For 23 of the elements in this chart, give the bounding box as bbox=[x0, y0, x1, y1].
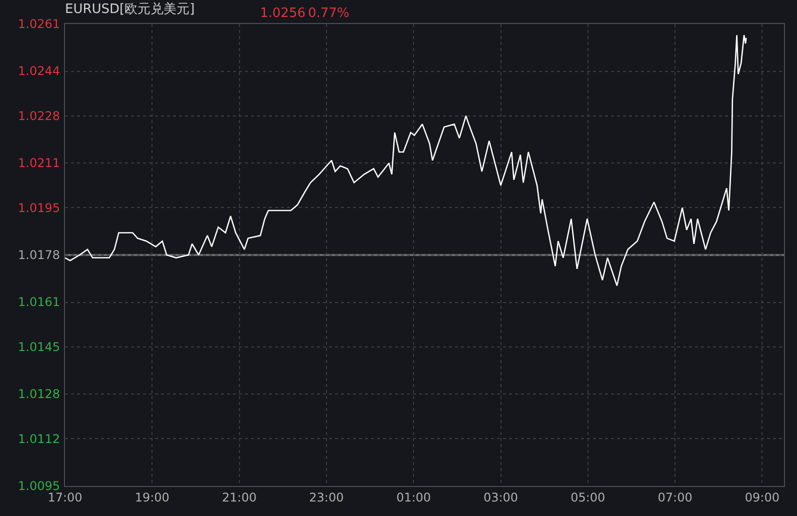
y-tick-label: 1.0161 bbox=[18, 295, 60, 309]
x-tick-label: 03:00 bbox=[483, 490, 518, 504]
y-tick-label: 1.0195 bbox=[18, 201, 60, 215]
y-tick-label: 1.0145 bbox=[18, 340, 60, 354]
y-tick-label: 1.0228 bbox=[18, 109, 60, 123]
y-tick-label: 1.0095 bbox=[18, 479, 60, 493]
text: 0.77% bbox=[308, 6, 350, 21]
y-tick-label: 1.0112 bbox=[18, 432, 60, 446]
x-tick-label: 17:00 bbox=[48, 490, 82, 504]
y-tick-label: 1.0178 bbox=[18, 248, 60, 262]
y-tick-label: 1.0261 bbox=[18, 17, 60, 31]
y-tick-label: 1.0211 bbox=[18, 156, 60, 170]
x-tick-label: 05:00 bbox=[570, 490, 606, 504]
y-tick-label: 1.0244 bbox=[18, 64, 60, 78]
text: 1.0256 bbox=[260, 6, 306, 21]
x-tick-label: 01:00 bbox=[396, 490, 431, 504]
y-tick-label: 1.0128 bbox=[18, 387, 60, 401]
x-tick-label: 07:00 bbox=[658, 490, 692, 504]
x-tick-label: 19:00 bbox=[134, 490, 170, 504]
x-tick-label: 21:00 bbox=[222, 490, 257, 504]
x-tick-label: 09:00 bbox=[744, 490, 780, 504]
chart-title: EURUSD[欧元兑美元] bbox=[65, 1, 195, 18]
x-tick-label: 23:00 bbox=[309, 490, 344, 504]
